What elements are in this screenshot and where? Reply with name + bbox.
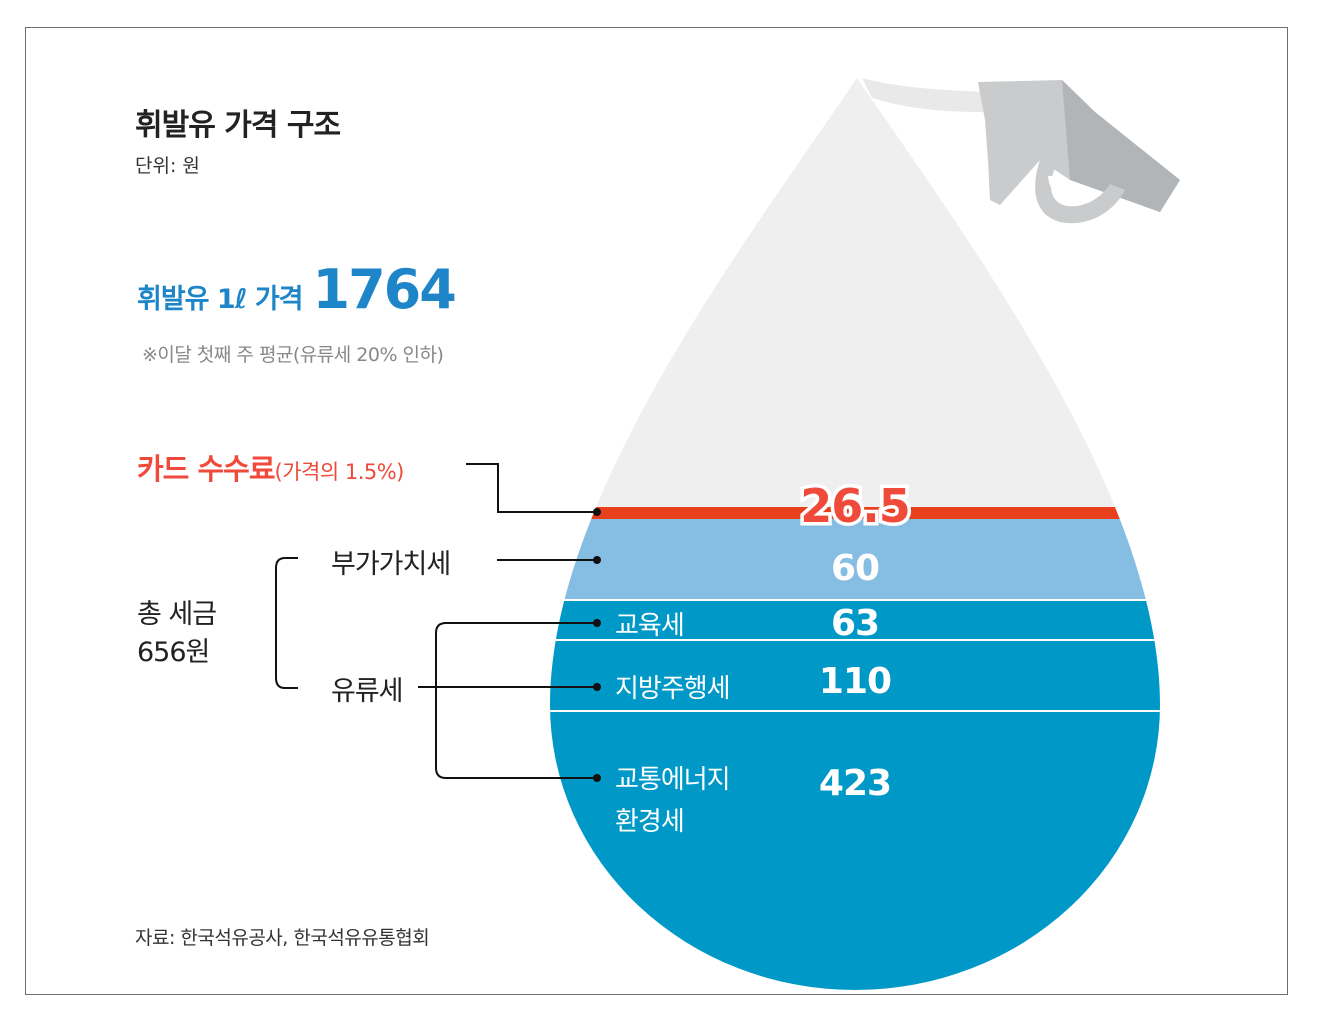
band-2 [550,600,1160,640]
value-local-driving-tax: 110 [819,661,891,702]
label-local-driving-tax: 지방주행세 [615,674,730,704]
fuel-nozzle-icon [862,78,1180,224]
band-3 [550,640,1160,711]
chart-title: 휘발유 가격 구조 [135,108,341,143]
value-card-fee: 26.5 [800,479,910,533]
band-1 [550,519,1160,600]
total-tax-line1: 총 세금 [137,599,217,630]
price-label: 휘발유 1ℓ 가격 [137,284,304,315]
total-tax-line2: 656원 [137,637,210,668]
band-divider-2 [550,599,1160,601]
band-divider-4 [550,710,1160,712]
value-transport-energy-tax: 423 [819,763,891,804]
vat-group-label: 부가가치세 [331,549,451,580]
band-divider-3 [550,639,1160,641]
leader-lines [275,463,597,779]
unit-label: 단위: 원 [135,155,200,177]
fuel-tax-group-label: 유류세 [331,676,404,707]
value-education-tax: 63 [831,603,879,644]
source-note: 자료: 한국석유공사, 한국석유유통협회 [135,927,430,949]
label-transport-energy-tax-1: 교통에너지 [615,765,730,795]
label-transport-energy-tax-2: 환경세 [615,807,684,837]
price-headline: 휘발유 1ℓ 가격 1764 [137,258,457,321]
value-vat: 60 [831,548,879,589]
card-fee-label: 카드 수수료(가격의 1.5%) [137,446,404,488]
band-4 [550,711,1160,990]
price-note: ※이달 첫째 주 평균(유류세 20% 인하) [142,344,444,366]
total-tax-label: 총 세금 656원 [137,596,217,672]
card-fee-main: 카드 수수료 [137,452,275,486]
price-value: 1764 [312,258,457,321]
leader-dots [593,508,601,782]
label-education-tax: 교육세 [615,611,684,641]
card-fee-sub: (가격의 1.5%) [274,460,405,484]
band-0 [550,507,1160,519]
